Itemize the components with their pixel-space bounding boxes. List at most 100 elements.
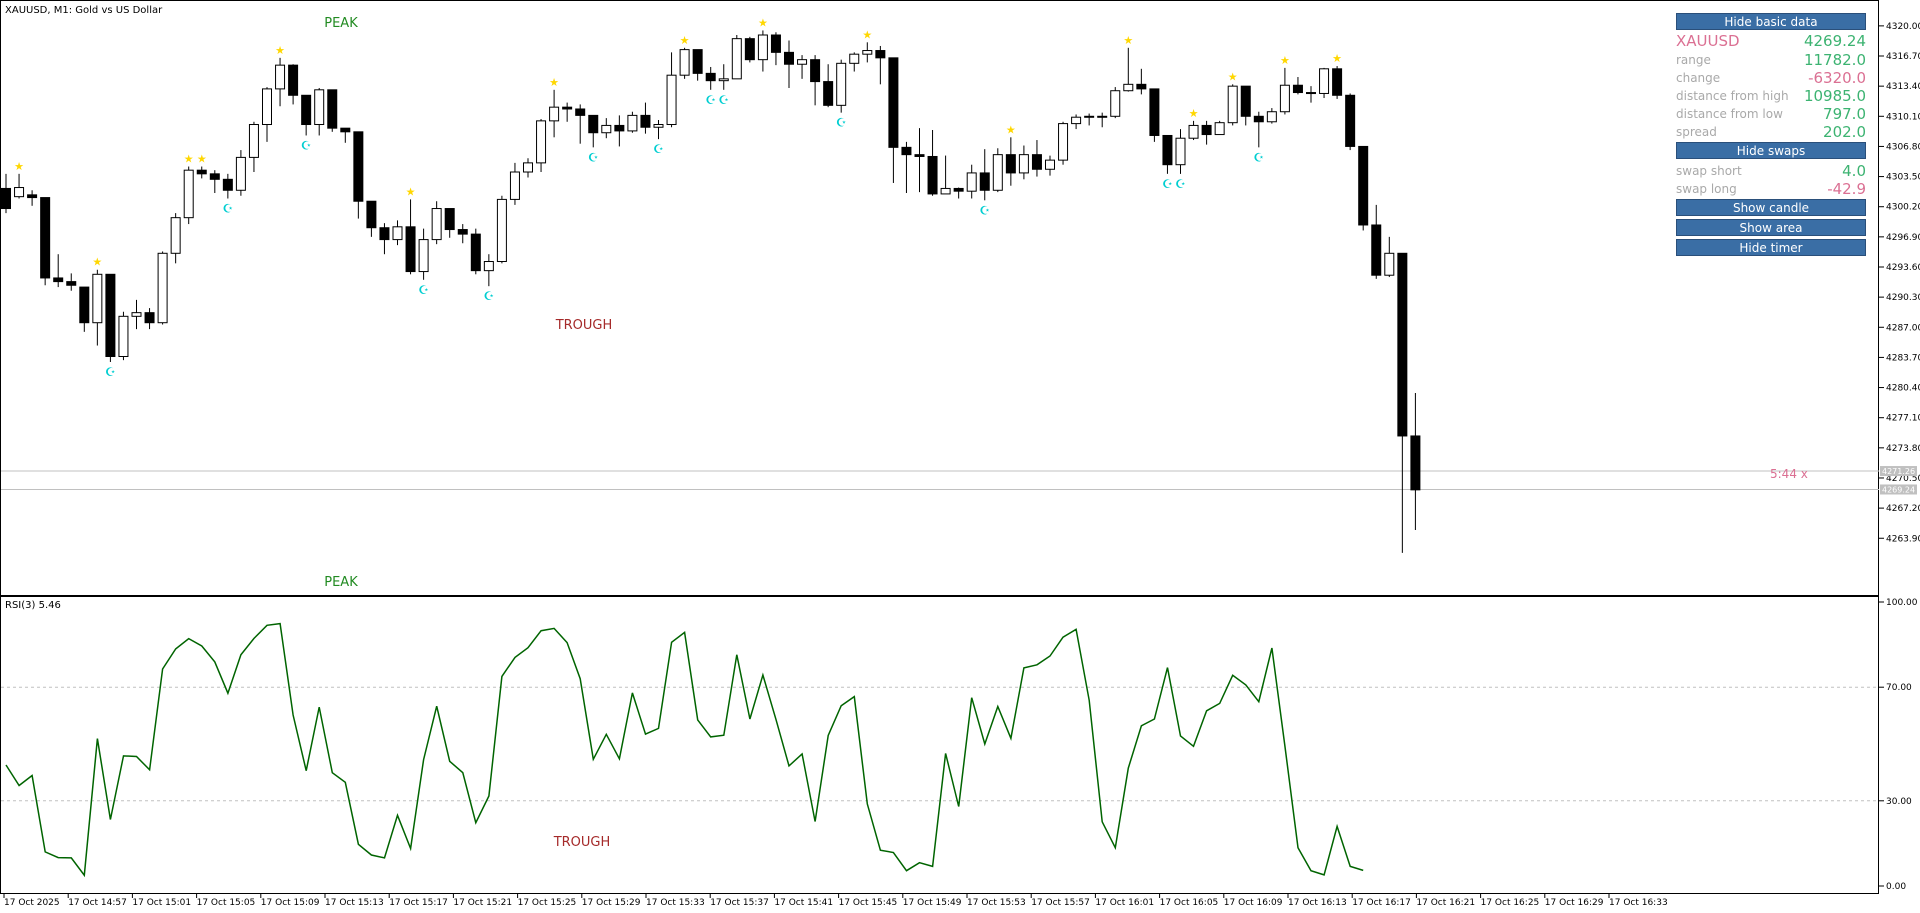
change-value: -6320.0 xyxy=(1808,69,1866,87)
peak-star-icon: ★ xyxy=(1123,34,1133,47)
candle-bearish xyxy=(40,197,51,279)
candle-bearish xyxy=(1345,94,1356,147)
peak-star-icon: ★ xyxy=(1189,107,1199,120)
trough-moon-icon: ☪ xyxy=(1253,150,1264,164)
price-tick-label: 4280.40 xyxy=(1886,384,1920,394)
candle-bearish xyxy=(1136,83,1147,90)
candle-bullish xyxy=(966,172,977,192)
time-tick-label: 17 Oct 15:41 xyxy=(774,898,833,908)
candle-bearish xyxy=(405,226,416,273)
candle-bearish xyxy=(888,57,899,148)
peak-star-icon: ★ xyxy=(184,153,194,166)
candle-bullish xyxy=(679,49,690,76)
time-tick-label: 17 Oct 16:13 xyxy=(1288,898,1347,908)
hide-timer-button[interactable]: Hide timer xyxy=(1676,239,1866,256)
candle-bearish xyxy=(1292,84,1303,94)
candle-bearish xyxy=(1253,115,1264,123)
time-tick-label: 17 Oct 16:01 xyxy=(1095,898,1154,908)
trough-moon-icon: ☪ xyxy=(1175,177,1186,191)
rsi-tick-label: 70.00 xyxy=(1886,683,1912,693)
candle-bearish xyxy=(875,50,886,59)
candle-bullish xyxy=(536,120,547,164)
peak-star-icon: ★ xyxy=(92,256,102,269)
candle-bearish xyxy=(979,172,990,191)
swap-long-label: swap long xyxy=(1676,182,1737,196)
trough-moon-icon: ☪ xyxy=(979,203,990,217)
peak-label-bottom: PEAK xyxy=(324,575,358,590)
trough-moon-icon: ☪ xyxy=(418,283,429,297)
candle-bullish xyxy=(170,217,181,254)
candle-bearish xyxy=(340,127,351,133)
candle-bearish xyxy=(1332,68,1343,96)
candle-bullish xyxy=(1266,111,1277,123)
trough-moon-icon: ☪ xyxy=(588,150,599,164)
swap-short-row: swap short 4.0 xyxy=(1676,162,1866,180)
time-tick-label: 17 Oct 16:33 xyxy=(1609,898,1668,908)
candle-bullish xyxy=(418,239,429,273)
candle-bearish xyxy=(784,51,794,65)
candle-bullish xyxy=(483,261,494,272)
hide-swaps-button[interactable]: Hide swaps xyxy=(1676,142,1866,159)
range-value: 11782.0 xyxy=(1803,51,1866,69)
candle-bullish xyxy=(1227,85,1238,124)
rsi-tick-label: 100.00 xyxy=(1886,598,1918,608)
rsi-tick-label: 0.00 xyxy=(1886,882,1906,892)
peak-star-icon: ★ xyxy=(1280,54,1290,67)
candle-bullish xyxy=(1319,68,1330,94)
show-candle-button[interactable]: Show candle xyxy=(1676,199,1866,216)
candle-bullish xyxy=(157,252,168,324)
candle-bullish xyxy=(1110,90,1121,117)
spread-value: 202.0 xyxy=(1823,123,1866,141)
candle-bearish xyxy=(53,277,64,283)
distance-high-row: distance from high 10985.0 xyxy=(1676,87,1866,105)
candle-bearish xyxy=(196,169,207,175)
candle-bearish xyxy=(105,273,116,357)
trough-moon-icon: ☪ xyxy=(301,138,312,152)
candle-bearish xyxy=(1162,134,1173,166)
time-tick-label: 17 Oct 15:17 xyxy=(389,898,448,908)
time-tick-label: 17 Oct 15:25 xyxy=(518,898,577,908)
peak-star-icon: ★ xyxy=(758,16,768,29)
candle-bearish xyxy=(444,208,455,231)
candle-bearish xyxy=(222,178,233,191)
candle-bearish xyxy=(640,114,651,128)
price-tick-label: 4310.10 xyxy=(1886,112,1920,122)
candle-bullish xyxy=(601,124,612,134)
symbol-price-row: 4269.24 xyxy=(1676,32,1866,50)
peak-label-top: PEAK xyxy=(324,16,358,31)
peak-star-icon: ★ xyxy=(1332,52,1342,65)
price-tick-label: 4263.90 xyxy=(1886,534,1920,544)
hide-basic-data-button[interactable]: Hide basic data xyxy=(1676,13,1866,30)
price-tick-label: 4287.00 xyxy=(1886,323,1920,333)
show-area-button[interactable]: Show area xyxy=(1676,219,1866,236)
time-tick-label: 17 Oct 15:49 xyxy=(903,898,962,908)
candle-bullish xyxy=(549,106,560,122)
rsi-indicator-label: RSI(3) 5.46 xyxy=(5,600,61,611)
time-tick-label: 17 Oct 15:05 xyxy=(197,898,256,908)
candle-bearish xyxy=(288,64,299,96)
main-pane-border xyxy=(0,0,1879,596)
candle-bullish xyxy=(666,74,677,126)
candle-bullish xyxy=(14,187,25,198)
candle-bullish xyxy=(275,64,286,90)
candle-bullish xyxy=(523,162,533,173)
candle-bullish xyxy=(1175,137,1186,166)
time-tick-label: 17 Oct 15:37 xyxy=(710,898,769,908)
candle-bullish xyxy=(731,38,742,80)
price-tick-label: 4296.90 xyxy=(1886,233,1920,243)
distance-low-row: distance from low 797.0 xyxy=(1676,105,1866,123)
candle-bearish xyxy=(562,106,573,110)
price-tick-label: 4290.30 xyxy=(1886,293,1920,303)
time-tick-label: 17 Oct 16:29 xyxy=(1545,898,1604,908)
swap-long-row: swap long -42.9 xyxy=(1676,180,1866,198)
trough-moon-icon: ☪ xyxy=(222,201,233,215)
candle-bearish xyxy=(692,49,703,74)
price-tick-label: 4283.70 xyxy=(1886,353,1920,363)
candle-bearish xyxy=(327,89,338,129)
price-tick-label: 4313.40 xyxy=(1886,82,1920,92)
candle-bearish xyxy=(1306,92,1316,95)
time-tick-label: 17 Oct 16:05 xyxy=(1160,898,1219,908)
candle-bearish xyxy=(1358,145,1369,226)
candle-bearish xyxy=(1005,154,1016,174)
